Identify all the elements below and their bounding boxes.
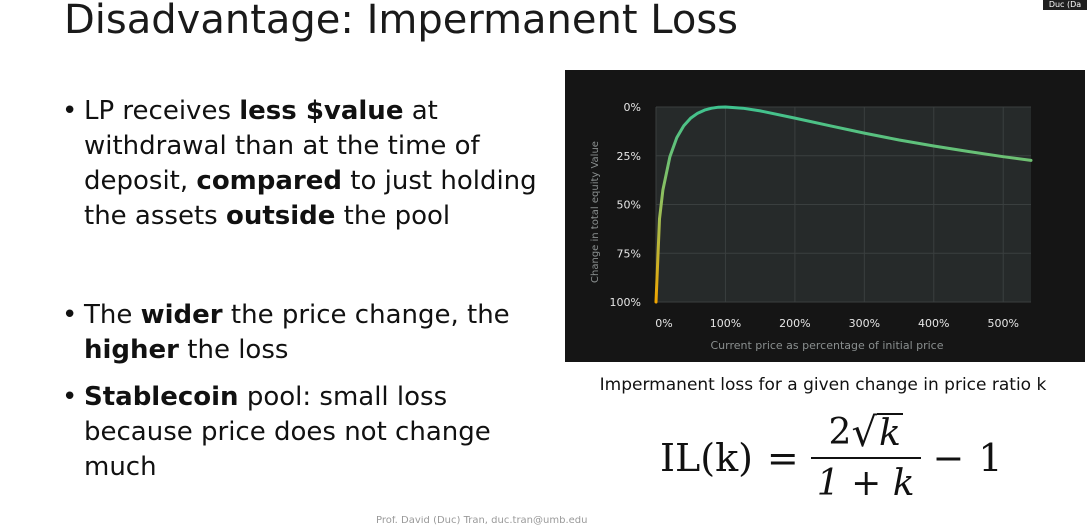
bullet-2-bold-2: higher bbox=[84, 335, 179, 365]
bullet-1-text-1: LP receives bbox=[84, 96, 240, 126]
il-formula: IL(k) = 2 √ k 1 + k − 1 bbox=[660, 408, 1003, 508]
bullet-lp-receives: LP receives less $value at withdrawal th… bbox=[62, 94, 542, 234]
x-tick-label: 400% bbox=[918, 317, 949, 330]
bullet-1-bold-2: compared bbox=[196, 166, 342, 196]
impermanent-loss-chart: 0% 25% 50% 75% 100% 0% 100% 200% 300% 400% 500% C… bbox=[565, 70, 1085, 362]
chart-caption: Impermanent loss for a given change in p… bbox=[599, 375, 1047, 395]
y-tick-label: 50% bbox=[617, 199, 641, 212]
bullet-list: LP receives less $value at withdrawal th… bbox=[62, 94, 542, 485]
bullet-1-text-2: at withdrawal than at the time of deposi… bbox=[84, 96, 480, 196]
formula-sqrt: √ k bbox=[851, 410, 903, 456]
y-tick-labels: 0% 25% 50% 75% 100% bbox=[610, 101, 641, 309]
x-tick-label: 0% bbox=[655, 317, 672, 330]
y-axis-title: Change in total equity Value bbox=[590, 141, 601, 283]
y-tick-label: 25% bbox=[617, 150, 641, 163]
bullet-1-text-3: to just holding the assets bbox=[84, 166, 537, 231]
formula-minus: − bbox=[932, 436, 965, 480]
camera-badge: Duc (Da bbox=[1043, 0, 1087, 10]
formula-radicand: k bbox=[876, 413, 903, 454]
x-tick-labels: 0% 100% 200% 300% 400% 500% bbox=[655, 317, 1019, 330]
bullet-1-bold-1: less $value bbox=[239, 96, 404, 126]
bullet-3-text-1: pool: small loss because price does not … bbox=[84, 382, 491, 482]
impermanent-loss-curve bbox=[654, 105, 1033, 304]
y-tick-label: 100% bbox=[610, 296, 641, 309]
y-tick-label: 0% bbox=[624, 101, 641, 114]
bullet-wider-price-change: The wider the price change, the higher t… bbox=[62, 298, 542, 368]
bullet-stablecoin-pool: Stablecoin pool: small loss because pric… bbox=[62, 380, 542, 485]
formula-den-text: 1 + k bbox=[816, 463, 915, 504]
formula-fraction: 2 √ k 1 + k bbox=[810, 412, 921, 504]
x-tick-label: 100% bbox=[710, 317, 741, 330]
formula-radical: √ bbox=[851, 410, 877, 456]
bullet-1-bold-3: outside bbox=[225, 201, 336, 231]
chart-svg: 0% 25% 50% 75% 100% 0% 100% 200% 300% 400% 500% C… bbox=[590, 101, 1033, 352]
bullet-1-text-4: the pool bbox=[335, 201, 451, 231]
bullet-3-bold-1: Stablecoin bbox=[84, 382, 239, 412]
bullet-2-text-1: The bbox=[84, 300, 141, 330]
formula-denominator: 1 + k bbox=[810, 457, 921, 504]
formula-equals: = bbox=[766, 436, 799, 480]
x-axis-title: Current price as percentage of initial p… bbox=[711, 339, 944, 352]
x-tick-label: 300% bbox=[849, 317, 880, 330]
formula-numerator: 2 √ k bbox=[823, 412, 909, 457]
x-tick-label: 200% bbox=[779, 317, 810, 330]
x-tick-label: 500% bbox=[987, 317, 1018, 330]
formula-lhs: IL(k) bbox=[660, 436, 753, 480]
y-tick-label: 75% bbox=[617, 247, 641, 260]
formula-num-coef: 2 bbox=[828, 412, 852, 453]
slide-footer: Prof. David (Duc) Tran, duc.tran@umb.edu bbox=[376, 516, 588, 526]
bullet-2-text-2: the price change, the bbox=[222, 300, 510, 330]
slide-title: Disadvantage: Impermanent Loss bbox=[64, 0, 739, 43]
bullet-2-bold-1: wider bbox=[140, 300, 223, 330]
bullet-2-text-3: the loss bbox=[179, 335, 289, 365]
formula-one: 1 bbox=[978, 436, 1003, 480]
